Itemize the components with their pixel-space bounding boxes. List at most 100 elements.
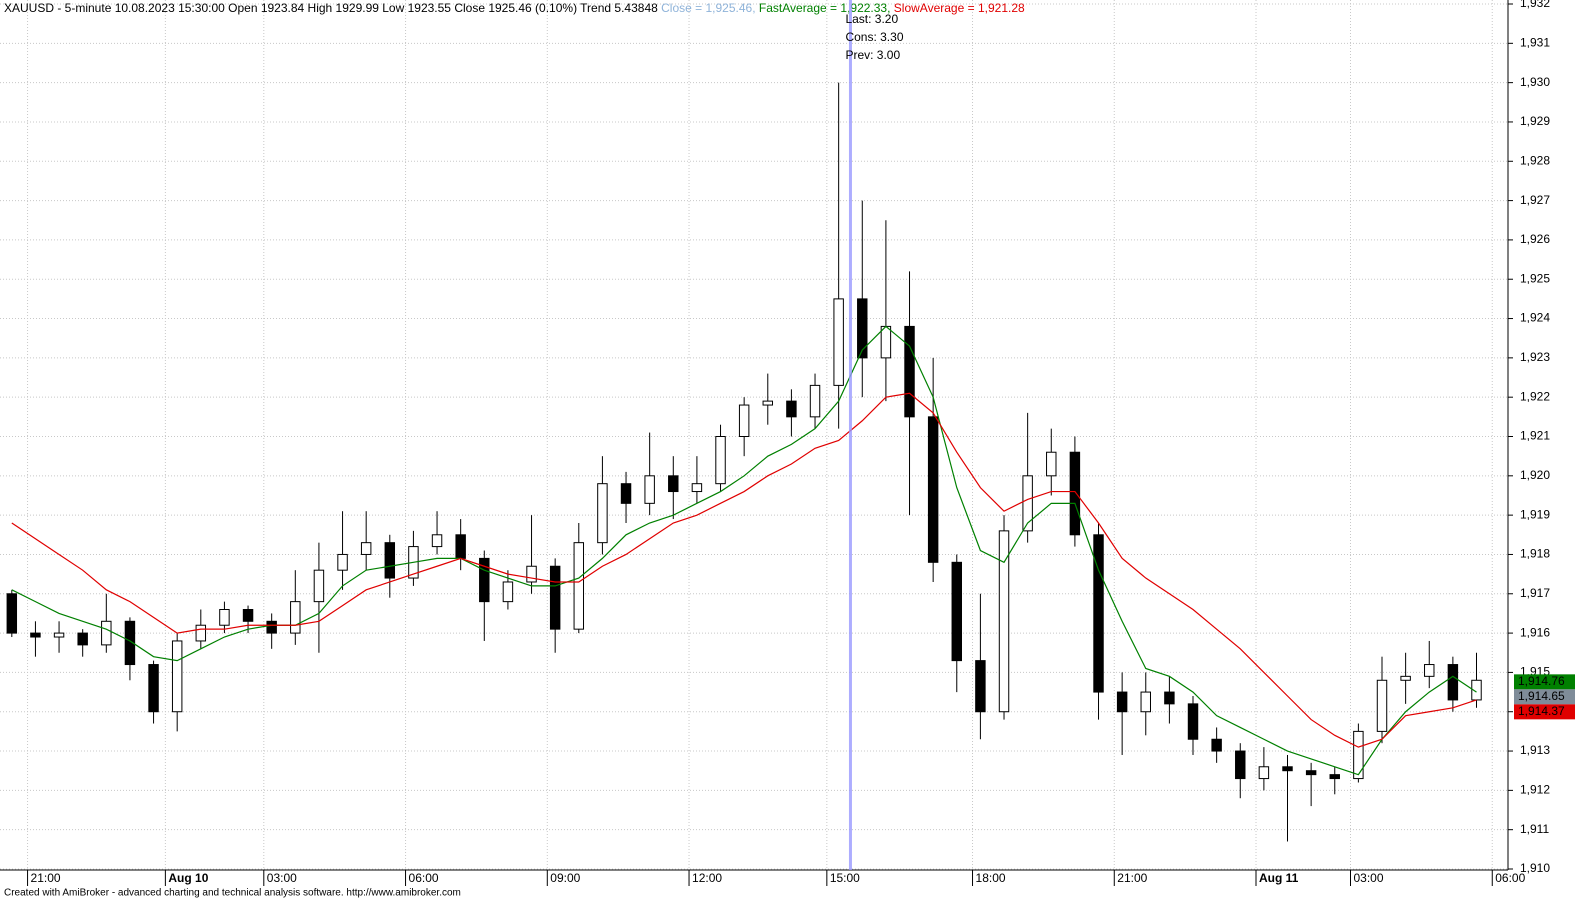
candle-body <box>904 325 915 418</box>
x-tick-label: 03:00 <box>1354 871 1384 885</box>
legend-readout: = 1,921.28 <box>964 1 1025 15</box>
moving-average-line <box>11 325 1477 776</box>
candle-body <box>337 553 348 571</box>
close-name: Close <box>661 1 692 15</box>
y-tick-label: 1,918 <box>1520 547 1550 561</box>
price-tag <box>1514 689 1575 705</box>
candle-body <box>195 624 207 642</box>
candle-body <box>266 620 277 634</box>
cursor-annotation: Prev: 3.00 <box>845 48 900 62</box>
y-tick-label: 1,917 <box>1520 586 1550 600</box>
candle-body <box>53 632 65 638</box>
close-readout: = 1,925.46, <box>692 1 759 15</box>
legend-entry: FastAverage <box>759 1 827 15</box>
y-tick-label: 1,910 <box>1520 861 1550 875</box>
candle-body <box>597 483 608 544</box>
y-tick-label: 1,929 <box>1520 114 1550 128</box>
candle-body <box>77 632 88 646</box>
candle-body <box>738 404 750 437</box>
y-tick-label: 1,923 <box>1520 350 1550 364</box>
y-tick-label: 1,930 <box>1520 75 1550 89</box>
y-tick-label: 1,921 <box>1520 429 1550 443</box>
candle-body <box>975 660 986 713</box>
candle-body <box>290 601 301 634</box>
y-tick-label: 1,912 <box>1520 783 1550 797</box>
x-tick-label: 21:00 <box>1117 871 1147 885</box>
candle-body <box>360 542 372 555</box>
candle-body <box>1140 691 1151 713</box>
price-tag <box>1514 704 1575 720</box>
candle-body <box>715 436 726 485</box>
y-tick-label: 1,911 <box>1520 822 1549 836</box>
candle-body <box>219 609 230 626</box>
candle-body <box>171 640 183 713</box>
grid <box>0 0 1508 870</box>
candle-body <box>101 620 112 646</box>
candle-body <box>1353 730 1364 780</box>
x-tick-label: 03:00 <box>267 871 297 885</box>
y-tick-label: 1,925 <box>1520 271 1550 285</box>
candle-body <box>148 664 159 713</box>
candle-body <box>880 325 892 359</box>
price-tag-label: 1,914.37 <box>1518 704 1565 718</box>
candle-body <box>1305 770 1317 776</box>
title: XAUUSD - 5-minute 10.08.2023 15:30:00 Op… <box>4 1 658 15</box>
candle-body <box>1447 664 1459 701</box>
y-tick-label: 1,927 <box>1520 193 1550 207</box>
candle-body <box>502 581 514 603</box>
y-tick-label: 1,916 <box>1520 625 1550 639</box>
cursor-annotation: Cons: 3.30 <box>845 30 903 44</box>
legend-entry: SlowAverage <box>894 1 965 15</box>
x-tick-label: 18:00 <box>976 871 1006 885</box>
candle-body <box>124 620 136 666</box>
header: XAUUSD - 5-minute 10.08.2023 15:30:00 Op… <box>4 1 1025 15</box>
candle-body <box>384 542 396 579</box>
candle-body <box>313 569 325 603</box>
candle-body <box>691 483 703 493</box>
candle-body <box>1022 475 1033 532</box>
candle-body <box>1211 738 1222 752</box>
candle-body <box>927 416 939 563</box>
candle-body <box>1258 766 1270 780</box>
candle-body <box>526 565 537 583</box>
candle-body <box>1187 703 1199 740</box>
y-tick-label: 1,920 <box>1520 468 1550 482</box>
y-tick-label: 1,924 <box>1520 311 1550 325</box>
candle-body <box>1093 534 1104 693</box>
x-tick-label: Aug 10 <box>168 871 208 885</box>
candle-body <box>1376 679 1388 732</box>
y-tick-label: 1,926 <box>1520 232 1550 246</box>
moving-average-line <box>11 392 1477 748</box>
x-tick-label: 12:00 <box>692 871 722 885</box>
x-tick-label: 06:00 <box>1495 871 1525 885</box>
candle-body <box>762 400 774 406</box>
candle-body <box>242 609 254 622</box>
candle-body <box>1046 451 1057 477</box>
cursor-annotation: Last: 3.20 <box>845 12 898 26</box>
candle-body <box>786 400 797 418</box>
candle-body <box>809 384 821 418</box>
footer: Created with AmiBroker - advanced charti… <box>4 888 461 899</box>
price-tag <box>1514 674 1575 690</box>
candle-body <box>1116 691 1128 713</box>
candle-body <box>431 534 443 548</box>
candle-body <box>620 483 632 504</box>
y-tick-label: 1,919 <box>1520 507 1550 521</box>
candle-body <box>998 530 1010 713</box>
y-tick-label: 1,913 <box>1520 743 1550 757</box>
candle-body <box>833 298 844 386</box>
y-tick-label: 1,932 <box>1520 0 1550 10</box>
candle-body <box>951 561 962 662</box>
candle-body <box>1400 675 1411 681</box>
candle-body <box>1424 664 1435 677</box>
price-tag-label: 1,914.76 <box>1518 674 1565 688</box>
legend-readout: = 1,922.33, <box>827 1 894 15</box>
y-tick-label: 1,931 <box>1520 35 1550 49</box>
candle-body <box>30 632 41 638</box>
x-tick-label: 15:00 <box>830 871 860 885</box>
candle-body <box>1282 766 1293 772</box>
y-tick-label: 1,922 <box>1520 389 1550 403</box>
y-tick-label: 1,928 <box>1520 153 1550 167</box>
